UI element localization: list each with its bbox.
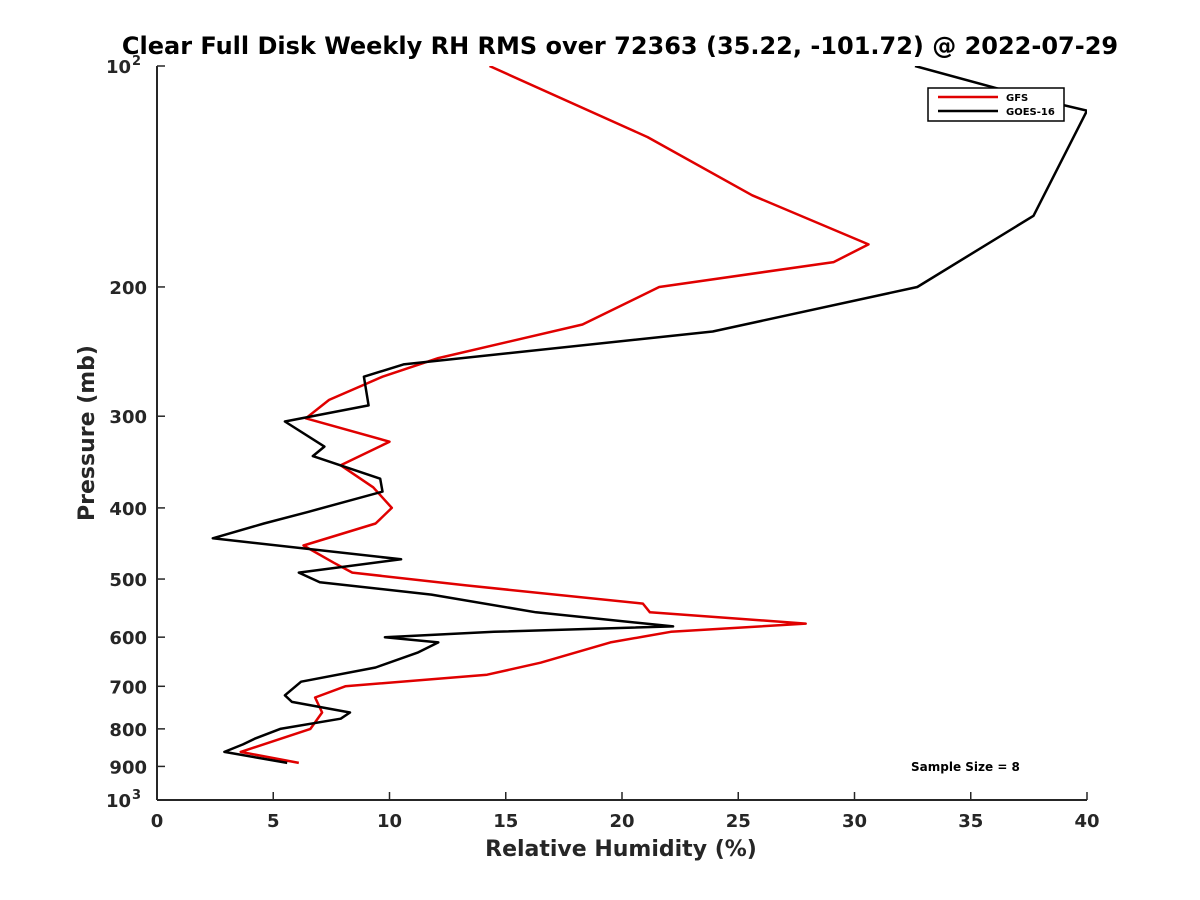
legend: GFS GOES-16 — [927, 87, 1065, 122]
x-tick-label: 15 — [493, 811, 518, 832]
legend-box — [927, 87, 1065, 122]
x-axis-label: Relative Humidity (%) — [485, 837, 757, 862]
series-layer — [211, 66, 1087, 765]
legend-label-goes16: GOES-16 — [1006, 107, 1055, 118]
series-line-gfs — [239, 66, 870, 765]
y-tick-label: 800 — [109, 720, 147, 741]
y-tick-label-base: 10 — [106, 791, 131, 812]
x-tick-label: 0 — [151, 811, 164, 832]
y-tick-label: 10 — [106, 57, 131, 78]
legend-label-gfs: GFS — [1006, 93, 1028, 104]
axes — [156, 66, 1087, 801]
sample-size-annotation: Sample Size = 8 — [911, 760, 1020, 774]
x-tick-label: 20 — [609, 811, 634, 832]
y-tick-label: 900 — [109, 757, 147, 778]
y-tick-label: 500 — [109, 570, 147, 591]
x-tick-label: 25 — [726, 811, 751, 832]
y-tick-label: 400 — [109, 499, 147, 520]
x-tick-label: 35 — [958, 811, 983, 832]
y-tick-label: 600 — [109, 628, 147, 649]
x-ticks: 0 5 10 15 20 25 30 35 40 — [151, 792, 1100, 832]
x-tick-label: 5 — [267, 811, 280, 832]
series-line-goes16 — [211, 66, 1087, 765]
x-tick-label: 40 — [1074, 811, 1099, 832]
y-tick-label-base: 10 — [106, 57, 131, 78]
y-tick-label: 10 — [106, 791, 131, 812]
x-tick-label: 30 — [842, 811, 867, 832]
y-tick-label: 300 — [109, 407, 147, 428]
y-tick-label: 700 — [109, 677, 147, 698]
y-tick-label: 200 — [109, 278, 147, 299]
y-tick-label-exponent: 3 — [132, 788, 141, 803]
y-tick-label-exponent: 2 — [132, 54, 141, 69]
x-tick-label: 10 — [377, 811, 402, 832]
chart-title: Clear Full Disk Weekly RH RMS over 72363… — [122, 32, 1118, 60]
y-axis-label: Pressure (mb) — [75, 345, 100, 521]
